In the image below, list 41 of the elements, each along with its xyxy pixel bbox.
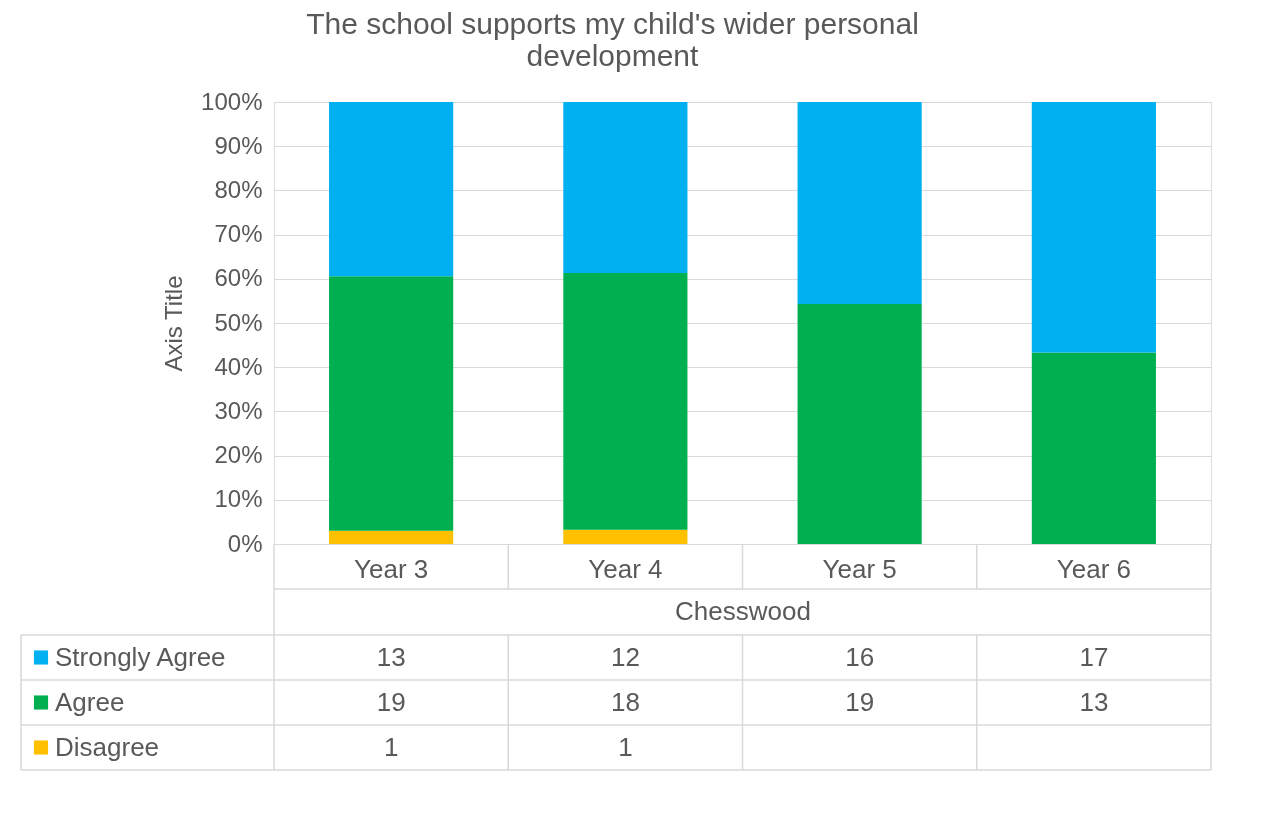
y-tick-label: 20% bbox=[214, 441, 263, 469]
y-tick-label: 30% bbox=[214, 396, 263, 424]
text: 18 bbox=[610, 686, 640, 717]
legend-label: Strongly Agree bbox=[55, 641, 226, 672]
y-tick-label: 10% bbox=[214, 485, 263, 513]
bar bbox=[329, 102, 454, 277]
y-tick-label: 0% bbox=[227, 529, 263, 557]
bar bbox=[1031, 102, 1156, 353]
y-tick-label: 80% bbox=[214, 175, 263, 203]
text: 1 bbox=[383, 731, 399, 762]
y-tick-label: 100% bbox=[201, 87, 263, 115]
x-tick-label: Year 4 bbox=[588, 553, 663, 584]
text: 1 bbox=[618, 731, 633, 762]
bar bbox=[563, 529, 688, 544]
bar bbox=[1031, 352, 1156, 544]
bar bbox=[329, 530, 454, 544]
legend-label: Agree bbox=[55, 686, 125, 717]
x-tick-label: Year 5 bbox=[822, 553, 897, 584]
text: 16 bbox=[845, 641, 875, 672]
text: 13 bbox=[376, 641, 406, 672]
bar bbox=[329, 276, 454, 531]
text: 19 bbox=[376, 686, 406, 717]
legend-label: Disagree bbox=[55, 731, 160, 762]
bar bbox=[797, 303, 922, 544]
bar bbox=[797, 102, 922, 304]
bar bbox=[563, 273, 688, 530]
text: 17 bbox=[1079, 641, 1109, 672]
x-tick-label: Year 3 bbox=[354, 553, 429, 584]
text: 12 bbox=[610, 641, 640, 672]
y-tick-label: 40% bbox=[214, 352, 263, 380]
bar bbox=[563, 102, 688, 274]
text: 19 bbox=[845, 686, 875, 717]
x-tick-label: Year 6 bbox=[1056, 553, 1131, 584]
y-tick-label: 50% bbox=[214, 308, 263, 336]
text: 13 bbox=[1079, 686, 1109, 717]
x-axis-title: Chesswood bbox=[675, 595, 811, 626]
y-tick-label: 90% bbox=[214, 131, 263, 159]
y-tick-label: 70% bbox=[214, 220, 263, 248]
y-tick-label: 60% bbox=[214, 264, 263, 292]
y-axis-title: Axis Title bbox=[160, 275, 188, 372]
chart-title: The school supports my child's wider personal development bbox=[306, 7, 919, 72]
